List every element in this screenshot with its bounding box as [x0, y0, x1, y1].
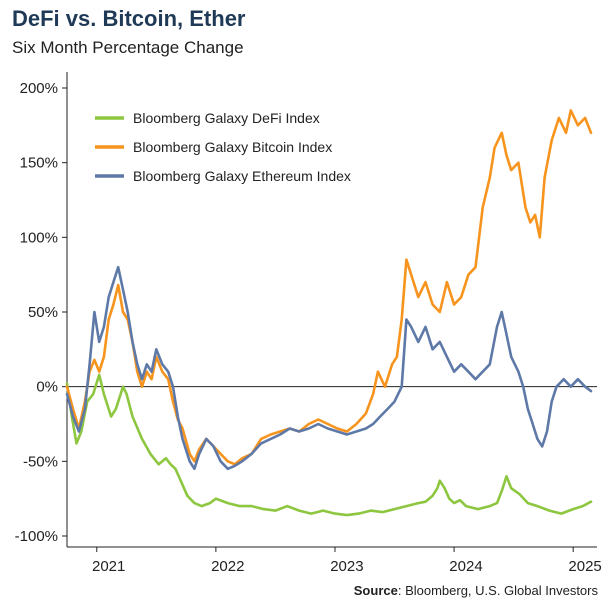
x-tick-label: 2025: [568, 558, 601, 575]
chart-title: DeFi vs. Bitcoin, Ether: [12, 6, 246, 31]
chart-subtitle: Six Month Percentage Change: [12, 38, 244, 57]
y-tick-label: 0%: [36, 379, 58, 396]
x-tick-label: 2022: [211, 558, 244, 575]
legend-label-0: Bloomberg Galaxy DeFi Index: [133, 110, 320, 126]
series-line-0: [65, 373, 593, 517]
x-tick-label: 2023: [330, 558, 363, 575]
y-tick-label: 100%: [20, 229, 58, 246]
y-tick-label: -100%: [15, 528, 58, 545]
legend-label-1: Bloomberg Galaxy Bitcoin Index: [133, 139, 332, 155]
y-tick-label: 200%: [20, 80, 58, 97]
source-text: : Bloomberg, U.S. Global Investors: [397, 583, 598, 598]
y-tick-label: 150%: [20, 155, 58, 172]
source-label: Source: [353, 583, 398, 598]
x-tick-label: 2021: [92, 558, 125, 575]
y-tick-label: 50%: [28, 304, 58, 321]
y-tick-label: -50%: [23, 453, 58, 470]
source-note: Source: Bloomberg, U.S. Global Investors: [354, 583, 598, 598]
x-tick-label: 2024: [449, 558, 482, 575]
series-line-2: [65, 265, 593, 471]
legend-label-2: Bloomberg Galaxy Ethereum Index: [133, 168, 351, 184]
series-line-1: [65, 109, 593, 466]
